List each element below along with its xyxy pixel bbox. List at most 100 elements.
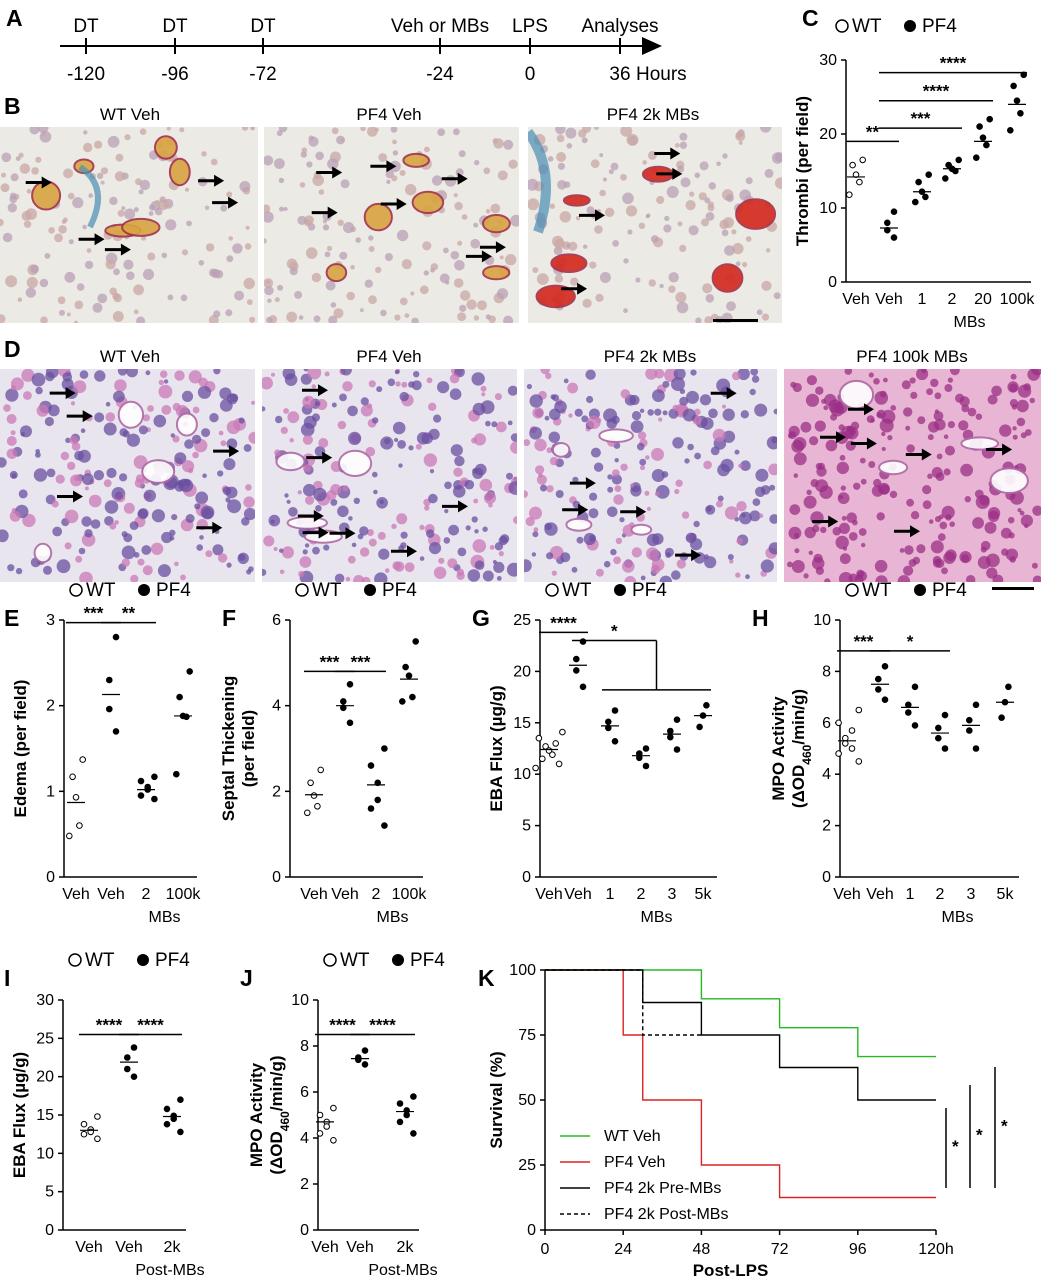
legend-pf4-marker: [138, 584, 150, 596]
y-tick-label: 3: [46, 612, 55, 629]
x-tick-label: 3: [668, 886, 677, 903]
chart-panel-k: K 0 25 50 75 100 0 24 48 72 96 120h Post-LPS Survival…: [478, 962, 1008, 1280]
arrow-marker: [620, 505, 647, 518]
sig-stars: ***: [854, 632, 874, 651]
legend-label: PF4 2k Pre-MBs: [604, 1180, 721, 1197]
data-point: [856, 178, 863, 186]
scale-bar-d: [992, 587, 1034, 590]
data-point: [76, 822, 83, 829]
legend-h: WT PF4: [845, 580, 967, 601]
y-tick-label: 6: [272, 612, 281, 629]
arrow-marker: [812, 515, 839, 528]
panel-label-c: C: [802, 5, 819, 31]
legend-pf4-label: PF4: [156, 580, 191, 601]
data-point: [922, 193, 929, 201]
timeline-arrow: [642, 37, 662, 55]
legend-f: WT PF4: [295, 580, 417, 601]
data-point: [72, 794, 80, 801]
chart-panel-h: H 0 2 4 6 8 10 Veh Veh 1 2 3 5k MBs MPO Activity(ΔOD46…: [752, 605, 1019, 926]
data-point: [573, 667, 580, 674]
data-point: [124, 1065, 131, 1073]
y-tick-label: 25: [36, 1030, 54, 1047]
x-tick-label: 2k: [164, 1239, 182, 1256]
legend-pf4-label: PF4: [922, 16, 957, 37]
chart-panel-g: G 0 5 10 15 20 25 Veh Veh 1 2 3 5k MBs EBA Flux (µg/g)…: [472, 605, 717, 926]
y-tick-label: 8: [300, 1038, 309, 1055]
data-point: [317, 766, 325, 774]
sig-stars: *: [907, 632, 914, 651]
sig-stars: ***: [320, 652, 340, 671]
arrow-marker: [49, 387, 76, 400]
x-group-label: Post-MBs: [135, 1262, 204, 1279]
data-point: [330, 1137, 337, 1144]
data-point: [307, 779, 314, 787]
y-tick-label: 25: [518, 1157, 536, 1174]
micrograph-d-3: [524, 369, 777, 582]
survival-line: [545, 969, 936, 1101]
data-point: [848, 727, 856, 734]
legend-e: WT PF4: [69, 580, 191, 601]
timeline: DT -120 DT -96 DT -72 Veh or MBs -24 LPS 0 Analyse…: [60, 16, 687, 85]
legend-pf4-marker: [392, 954, 404, 966]
data-point: [130, 1073, 138, 1080]
x-group-label: MBs: [641, 909, 673, 926]
legend-wt-label: WT: [312, 580, 342, 601]
x-tick-label: 2: [948, 291, 957, 308]
panel-label-i: I: [4, 965, 10, 991]
sig-stars: ****: [137, 1016, 164, 1035]
arrow-marker: [905, 448, 932, 461]
y-axis-label: Thrombi (per field): [793, 96, 812, 246]
legend-wt-label: WT: [562, 580, 592, 601]
x-tick-label: 2: [372, 886, 381, 903]
panel-label-d: D: [4, 336, 21, 362]
arrow-marker: [391, 545, 417, 558]
x-tick-label: Veh: [62, 886, 90, 903]
panel-label-h: H: [752, 605, 769, 631]
data-point: [667, 733, 674, 741]
y-tick-label: 50: [518, 1092, 536, 1109]
data-point: [983, 141, 990, 149]
scale-bar-b: [713, 319, 758, 322]
y-tick-label: 6: [300, 1084, 309, 1101]
sig-stars: **: [866, 122, 880, 141]
data-point: [915, 178, 922, 186]
data-point: [94, 1135, 101, 1143]
data-point: [137, 777, 145, 785]
data-point: [559, 728, 566, 736]
sig-stars: *: [952, 1137, 959, 1156]
timeline-event-label: Analyses: [581, 16, 658, 37]
y-tick-label: 75: [518, 1027, 536, 1044]
x-tick-label: Veh: [535, 886, 563, 903]
x-tick-label: 5k: [695, 886, 713, 903]
y-tick-label: 2: [822, 818, 831, 835]
micrograph-b-2: [264, 127, 519, 323]
micrograph-b-1: [0, 127, 258, 323]
sig-stars: ***: [351, 652, 371, 671]
data-point: [323, 1123, 331, 1130]
data-point: [374, 779, 382, 787]
data-point: [642, 762, 650, 770]
data-point: [855, 758, 863, 765]
legend-i: WT PF4: [68, 950, 190, 971]
x-tick-label: 120h: [918, 1241, 954, 1258]
data-point: [579, 683, 587, 691]
x-tick-label: 1: [918, 291, 927, 308]
x-group-label: MBs: [149, 909, 181, 926]
data-point: [402, 663, 409, 671]
x-tick-label: 72: [771, 1241, 789, 1258]
data-point: [316, 1130, 324, 1137]
y-tick-label: 0: [46, 869, 55, 886]
data-point: [361, 1047, 369, 1054]
data-point: [409, 693, 416, 701]
y-tick-label: 0: [828, 274, 837, 291]
data-point: [605, 724, 612, 732]
data-point: [549, 751, 556, 759]
arrow-marker: [104, 243, 131, 256]
x-tick-label: Veh: [311, 1239, 339, 1256]
data-point: [186, 668, 193, 675]
timeline-event-label: LPS: [512, 16, 548, 37]
y-tick-label: 4: [300, 1130, 309, 1147]
legend-wt-label: WT: [852, 16, 882, 37]
y-tick-label: 5: [522, 818, 531, 835]
